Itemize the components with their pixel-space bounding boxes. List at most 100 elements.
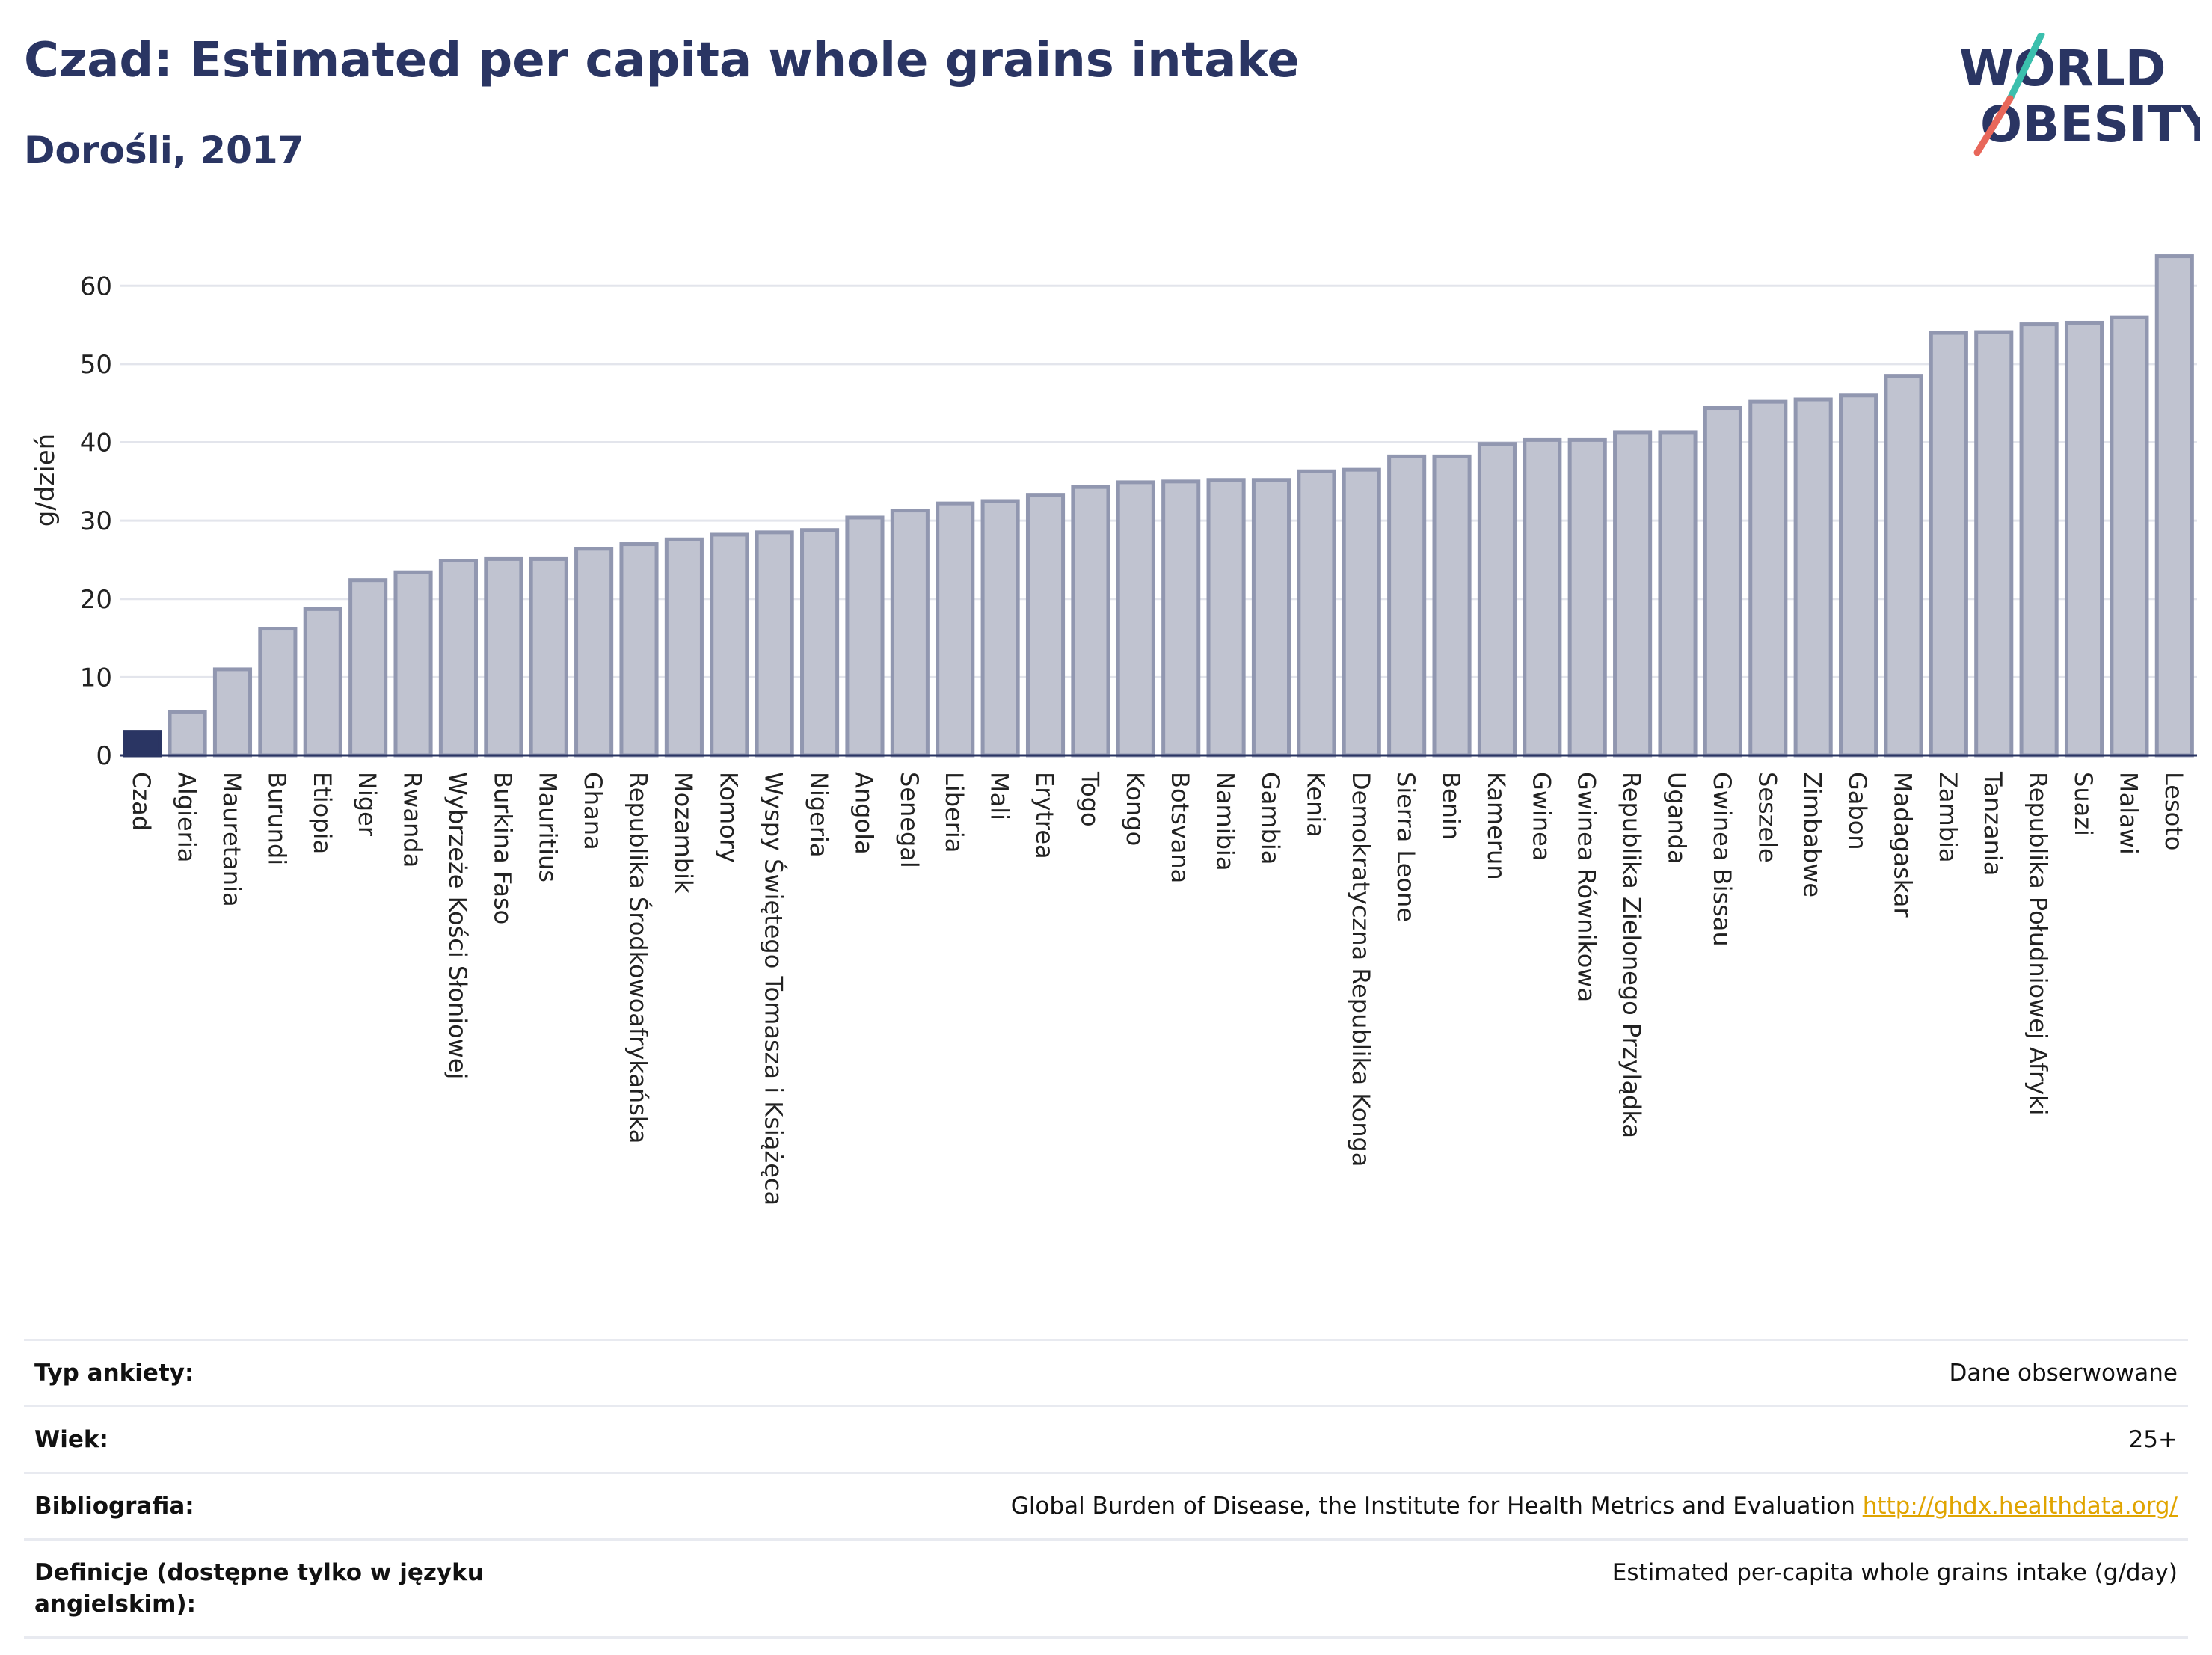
x-tick-label: Botsvana [1166,772,1194,883]
bar [2064,320,2104,758]
bar [1432,454,1472,758]
x-tick-label: Rwanda [399,772,427,868]
y-tick-label: 50 [80,350,112,380]
bar [1387,454,1427,758]
info-value: Estimated per-capita whole grains intake… [1612,1559,2178,1586]
info-value: Global Burden of Disease, the Institute … [1011,1490,2178,1522]
x-tick-label: Kamerun [1482,772,1511,880]
x-tick-label: Gambia [1256,772,1285,865]
x-tick-label: Gabon [1843,772,1872,850]
x-tick-label: Algieria [173,772,201,862]
x-tick-label: Burundi [262,772,291,865]
x-tick-label: Tanzania [1979,771,2007,876]
y-tick-label: 20 [80,585,112,615]
bar [980,499,1020,758]
bar [755,530,794,758]
x-tick-label: Erytrea [1030,772,1059,859]
bar [212,667,253,758]
bar [574,547,614,758]
x-tick-label: Gwinea Równikowa [1573,772,1601,1002]
bar [168,710,207,758]
y-tick-label: 0 [96,741,112,771]
bar [1613,430,1653,758]
x-tick-label: Sierra Leone [1392,772,1420,922]
y-tick-label: 30 [80,506,112,536]
bar [1658,430,1698,758]
x-tick-label: Demokratyczna Republika Konga [1347,772,1375,1167]
page-subtitle: Dorośli, 2017 [24,129,304,172]
info-label: Definicje (dostępne tylko w języku angie… [34,1559,484,1618]
bar [1884,374,1923,758]
info-label: Typ ankiety: [34,1360,194,1387]
bar [845,515,885,758]
info-row-age: Wiek: 25+ [24,1405,2188,1472]
bar [1297,469,1336,758]
y-tick-label: 40 [80,429,112,458]
x-tick-label: Suazi [2069,772,2098,836]
x-tick-label: Benin [1437,772,1466,840]
bibliography-text: Global Burden of Disease, the Institute … [1010,1493,1855,1520]
bar [1251,478,1291,758]
x-tick-label: Kongo [1121,772,1149,846]
world-obesity-logo: WORLD OBESITY [1959,33,2200,156]
x-tick-label: Czad [127,772,156,831]
info-row-bibliography: Bibliografia: Global Burden of Disease, … [24,1472,2188,1538]
x-tick-label: Zambia [1934,772,1962,863]
x-tick-label: Zimbabwe [1798,772,1827,897]
x-tick-label: Kenia [1301,772,1330,838]
x-tick-label: Seszele [1753,772,1781,863]
bar [438,559,478,758]
x-tick-label: Liberia [940,772,968,853]
bar [1703,406,1742,758]
x-tick-label: Angola [850,772,878,855]
bar [664,537,704,758]
x-tick-label: Uganda [1663,772,1692,865]
x-tick-label: Komory [714,772,743,863]
info-table: Typ ankiety: Dane obserwowane Wiek: 25+ … [24,1339,2188,1639]
bar [2019,322,2059,758]
bar [1025,493,1066,758]
bar [1342,467,1381,758]
x-tick-label: Lesoto [2160,772,2188,850]
x-tick-label: Republika Południowej Afryki [2024,772,2053,1116]
x-tick-label: Republika Środkowoafrykańska [624,772,654,1143]
bar [484,556,523,758]
bar [1793,397,1833,758]
bar [258,627,298,758]
x-tick-label: Wybrzeże Kości Słoniowej [443,772,472,1079]
bar [1929,331,1968,758]
bar [1567,437,1607,758]
x-tick-label: Mali [986,772,1014,820]
bar [800,528,840,758]
x-tick-label: Mauretania [218,772,246,907]
bar [890,509,930,758]
bar [1116,480,1155,758]
page-title: Czad: Estimated per capita whole grains … [24,33,1300,88]
bar [2154,254,2194,758]
x-tick-label: Namibia [1211,772,1240,871]
x-tick-label: Burkina Faso [488,772,517,924]
info-row-definitions: Definicje (dostępne tylko w języku angie… [24,1538,2188,1639]
bar [1748,399,1788,758]
bar [1974,330,2014,758]
bar [1206,478,1246,758]
bar [303,607,342,758]
x-tick-label: Ghana [579,772,607,850]
info-value: Dane obserwowane [1949,1360,2178,1387]
x-tick-label: Mauritius [534,772,562,882]
x-tick-label: Madagaskar [1888,772,1917,918]
x-tick-label: Mozambik [669,772,698,894]
x-tick-label: Etiopia [308,772,337,854]
bar [1071,485,1110,758]
bar [393,570,433,758]
y-tick-label: 10 [80,663,112,693]
source-link[interactable]: http://ghdx.healthdata.org/ [1862,1493,2178,1520]
info-row-survey-type: Typ ankiety: Dane obserwowane [24,1339,2188,1405]
bar-highlighted [123,730,162,758]
bar [619,542,659,758]
bar [1839,393,1878,758]
x-tick-label: Senegal [895,772,924,868]
x-tick-label: Republika Zielonego Przylądka [1617,772,1646,1138]
bar [348,578,388,758]
bar [1523,437,1562,758]
